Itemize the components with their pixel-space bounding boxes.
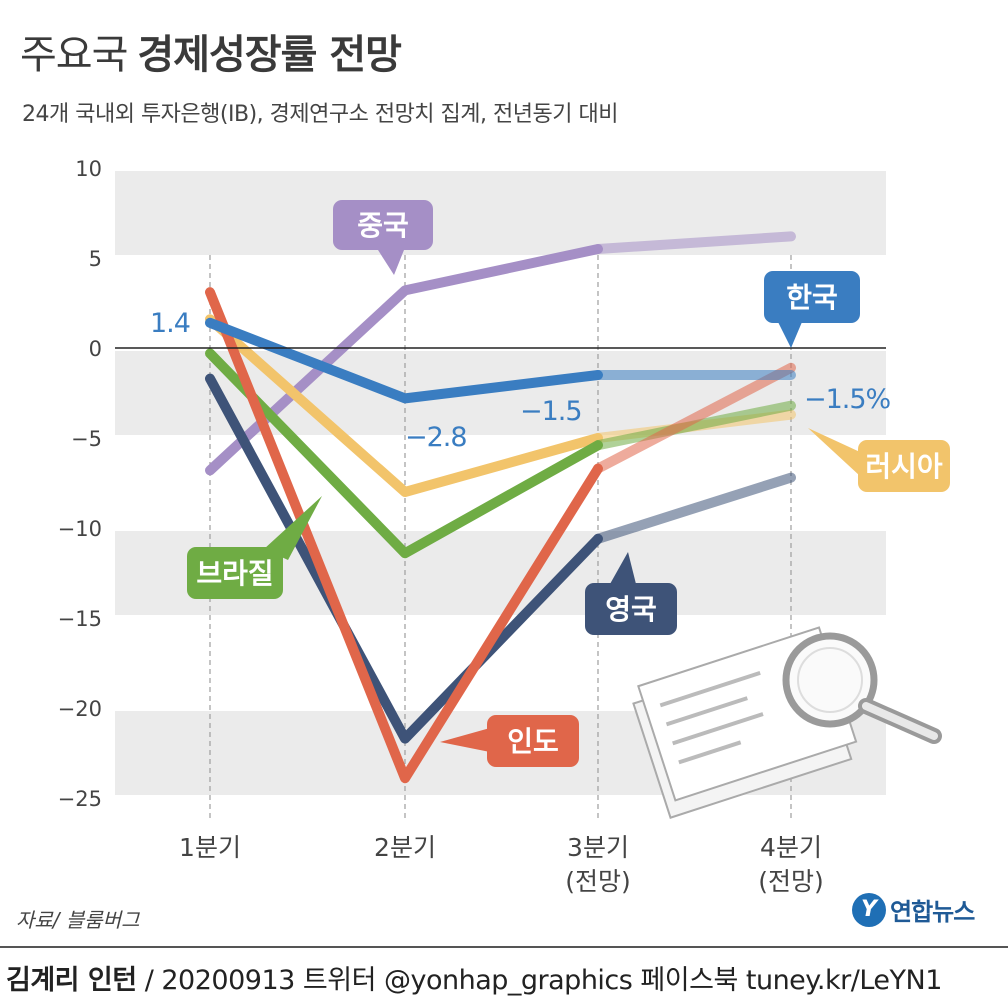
korea-label-q4: −1.5% (804, 384, 891, 415)
logo-icon: Y (852, 892, 886, 927)
bubble-label: 브라질 (196, 557, 273, 590)
y-tick-label: −15 (58, 607, 102, 631)
series-브라질 (205, 348, 796, 559)
series-line-forecast (593, 231, 796, 254)
bubble-box (187, 547, 283, 599)
author-name: 김계리 인턴 (6, 965, 137, 996)
bubble-tail (264, 496, 322, 560)
bubble-label: 인도 (507, 725, 559, 758)
bubble-box (858, 440, 950, 492)
legend-bubble-러시아: 러시아 (808, 428, 950, 492)
bubble-box (585, 583, 677, 635)
bubble-label: 한국 (786, 281, 838, 314)
bubble-tail (610, 552, 636, 584)
x-tick-label: 1분기 (179, 833, 241, 862)
bubble-tail (378, 250, 404, 275)
series-line-forecast (593, 472, 796, 544)
y-tick-label: −10 (58, 517, 102, 541)
source-note: 자료/ 블룸버그 (16, 908, 140, 932)
bubble-label: 러시아 (865, 450, 943, 483)
credit-text: / 20200913 트위터 @yonhap_graphics 페이스북 tun… (144, 965, 943, 996)
title-bold: 경제성장률 전망 (137, 32, 402, 78)
y-tick-label: −20 (58, 697, 102, 721)
legend-bubble-브라질: 브라질 (187, 496, 322, 599)
bubble-box (764, 271, 860, 323)
series-line-forecast (593, 362, 796, 474)
bubble-tail (808, 428, 860, 476)
y-tick-label: 5 (89, 247, 102, 271)
y-tick-label: −5 (71, 427, 102, 451)
series-line (205, 287, 603, 784)
chart-title: 주요국 경제성장률 전망 (20, 22, 402, 80)
legend-bubble-인도: 인도 (440, 715, 579, 767)
bubble-label: 중국 (357, 209, 409, 242)
logo-text: 연합뉴스 (890, 898, 975, 926)
credit-footer: 김계리 인턴 / 20200913 트위터 @yonhap_graphics 페… (0, 946, 1008, 1004)
y-tick-label: −25 (58, 787, 102, 811)
series-line (205, 244, 603, 476)
series-인도 (205, 287, 796, 784)
series-line-forecast (593, 400, 796, 451)
korea-label-q1: 1.4 (150, 308, 190, 339)
chart-subtitle: 24개 국내외 투자은행(IB), 경제연구소 전망치 집계, 전년동기 대비 (22, 102, 618, 127)
bubble-box (487, 715, 579, 767)
series-line (205, 348, 603, 559)
series-line (205, 373, 603, 744)
yonhap-logo: Y 연합뉴스 (852, 892, 975, 927)
x-tick-label: 4분기 (760, 833, 822, 862)
korea-label-q2: −2.8 (405, 422, 467, 453)
x-axis-labels: 1분기 2분기 3분기 (전망) 4분기 (전망) (179, 833, 824, 896)
korea-label-q3: −1.5 (520, 396, 582, 427)
legend-bubble-영국: 영국 (585, 552, 677, 635)
x-tick-sublabel: (전망) (565, 867, 631, 896)
legend-bubble-중국: 중국 (333, 200, 433, 275)
legend-bubble-한국: 한국 (764, 271, 860, 348)
y-tick-label: 0 (89, 337, 102, 361)
series-영국 (205, 373, 796, 744)
bubble-label: 영국 (605, 593, 657, 626)
bubble-tail (440, 728, 490, 752)
y-axis-ticks: 10 5 0 −5 −10 −15 −20 −25 (58, 157, 102, 811)
series-중국 (205, 231, 796, 476)
series-lines (205, 231, 796, 784)
x-tick-label: 2분기 (374, 833, 436, 862)
bubble-box (333, 200, 433, 250)
x-tick-sublabel: (전망) (758, 867, 824, 896)
x-tick-label: 3분기 (567, 833, 629, 862)
document-magnifier-icon (632, 626, 942, 819)
y-tick-label: 10 (75, 157, 102, 181)
title-light: 주요국 (20, 32, 128, 78)
bubble-tail (778, 322, 802, 348)
series-line (205, 314, 603, 497)
